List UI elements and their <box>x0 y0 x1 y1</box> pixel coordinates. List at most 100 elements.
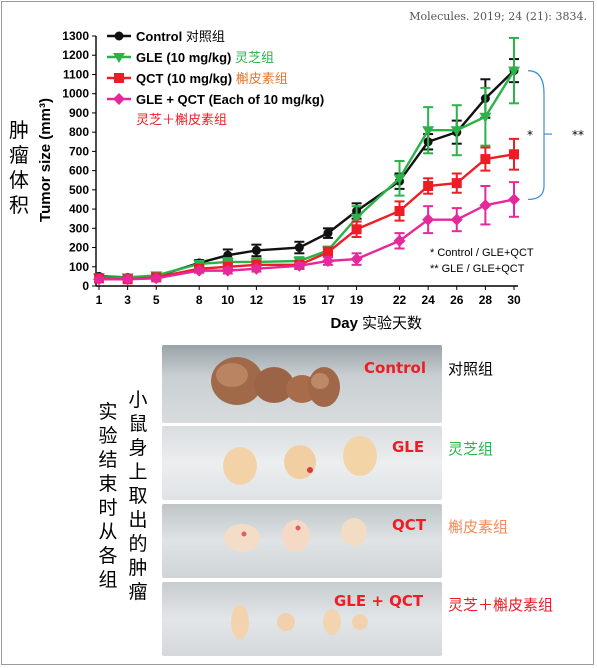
photo-panel-qct: QCT <box>162 504 442 578</box>
citation: Molecules. 2019; 24 (21): 3834. <box>409 10 587 23</box>
y-tick-label: 1200 <box>62 48 89 62</box>
photo-panel-control: Control <box>162 345 442 423</box>
data-point <box>323 228 333 238</box>
x-tick-label: 17 <box>321 293 335 307</box>
side-title-char: 体 <box>9 168 29 192</box>
tumor-size-chart: 0 100 200 300 400 500 600 700 800 900 1000 1100 1200… <box>37 29 584 332</box>
data-point <box>350 253 363 266</box>
y-tick-label: 500 <box>69 183 89 197</box>
x-tick-label: 15 <box>293 293 307 307</box>
caption-char: 从 <box>98 521 118 543</box>
y-tick-label: 600 <box>69 164 89 178</box>
side-title-cn: 肿 瘤 体 积 <box>8 118 30 218</box>
data-point <box>150 272 163 285</box>
data-point <box>250 262 263 275</box>
legend-label: QCT (10 mg/kg) 槲皮素组 <box>136 71 288 87</box>
photo-panel-gle: GLE <box>162 426 442 500</box>
data-point <box>350 213 363 224</box>
legend-label: Control 对照组 <box>136 29 225 45</box>
legend-marker <box>114 31 124 41</box>
side-title-char: 瘤 <box>9 143 29 167</box>
panel-label-gle-qct: GLE + QCT <box>334 592 424 610</box>
panel-label-control: Control <box>364 359 427 377</box>
data-point <box>451 178 462 189</box>
y-tick-label: 100 <box>69 260 89 274</box>
y-tick-label: 1000 <box>62 87 89 101</box>
y-tick-label: 200 <box>69 241 89 255</box>
data-point <box>450 126 463 137</box>
bracket-mark-double: ** <box>572 128 584 142</box>
data-point <box>321 255 334 267</box>
caption-char: 组 <box>98 569 118 591</box>
data-point <box>293 259 306 272</box>
x-tick-label: 12 <box>250 293 264 307</box>
caption-char: 各 <box>98 545 118 567</box>
photo-panel-gle-qct: GLE + QCT <box>162 582 442 656</box>
y-tick-label: 0 <box>82 279 89 293</box>
caption-char: 结 <box>98 449 118 471</box>
data-point <box>121 273 134 286</box>
data-point <box>322 247 333 258</box>
x-tick-label: 5 <box>153 293 160 307</box>
bracket-mark-single: * <box>527 128 533 142</box>
data-point <box>508 66 520 77</box>
caption-char: 小 <box>128 389 148 411</box>
y-tick-label: 400 <box>69 202 89 216</box>
data-point <box>509 149 519 160</box>
side-title-char: 积 <box>9 193 29 217</box>
data-point <box>351 224 362 235</box>
caption-char: 身 <box>128 437 148 459</box>
x-tick-label: 26 <box>450 293 464 307</box>
data-point <box>450 213 463 226</box>
tumor-image-qct <box>224 518 367 552</box>
x-axis-label: Day <box>330 315 358 332</box>
data-point <box>294 243 304 253</box>
y-tick-label: 300 <box>69 221 89 235</box>
x-tick-label: 19 <box>350 293 364 307</box>
panel-cn-label-qct: 槲皮素组 <box>448 518 509 536</box>
x-axis-label-cn: 实验天数 <box>362 314 422 332</box>
data-point <box>93 273 105 286</box>
data-point <box>479 199 492 212</box>
series-line <box>99 69 516 279</box>
data-point <box>422 126 435 137</box>
y-tick-label: 700 <box>69 144 89 158</box>
data-point <box>479 112 492 123</box>
legend-label: GLE + QCT (Each of 10 mg/kg) <box>136 92 324 107</box>
data-point <box>422 213 435 226</box>
y-tick-label: 800 <box>69 125 89 139</box>
tumor-image-gle <box>223 436 377 485</box>
data-point <box>251 245 261 255</box>
panel-cn-label-gle: 灵芝组 <box>448 440 494 458</box>
annotation-text: ** GLE / GLE+QCT <box>430 263 525 275</box>
caption-char: 上 <box>128 461 148 483</box>
panel-cn-label-control: 对照组 <box>448 360 494 378</box>
caption-char: 束 <box>98 473 118 495</box>
side-title-char: 肿 <box>9 118 29 142</box>
panel-cn-label-gle-qct: 灵芝＋槲皮素组 <box>448 596 554 614</box>
panel-label-qct: QCT <box>392 516 426 534</box>
data-point <box>393 234 406 247</box>
x-tick-label: 24 <box>421 293 435 307</box>
tumor-image-gle-qct <box>231 605 368 639</box>
x-tick-label: 3 <box>124 293 131 307</box>
data-point <box>193 264 206 277</box>
x-tick-label: 10 <box>221 293 235 307</box>
vertical-caption-2: 实 验 结 束 时 从 各 组 <box>96 400 120 592</box>
data-point <box>423 181 434 191</box>
caption-char: 的 <box>128 533 148 555</box>
legend-marker <box>113 53 125 63</box>
caption-char: 出 <box>128 509 148 531</box>
legend-label-cn: 灵芝＋槲皮素组 <box>136 112 227 128</box>
data-point <box>480 154 491 165</box>
legend-label-cn: 对照组 <box>186 30 225 45</box>
caption-char: 鼠 <box>128 413 148 435</box>
x-tick-label: 8 <box>196 293 203 307</box>
legend-label: GLE (10 mg/kg) 灵芝组 <box>136 50 274 66</box>
x-tick-label: 22 <box>393 293 407 307</box>
y-tick-label: 900 <box>69 106 89 120</box>
y-tick-label: 1100 <box>63 67 89 81</box>
legend-marker <box>114 73 124 83</box>
x-tick-label: 30 <box>507 293 521 307</box>
y-tick-label: 1300 <box>62 29 89 43</box>
